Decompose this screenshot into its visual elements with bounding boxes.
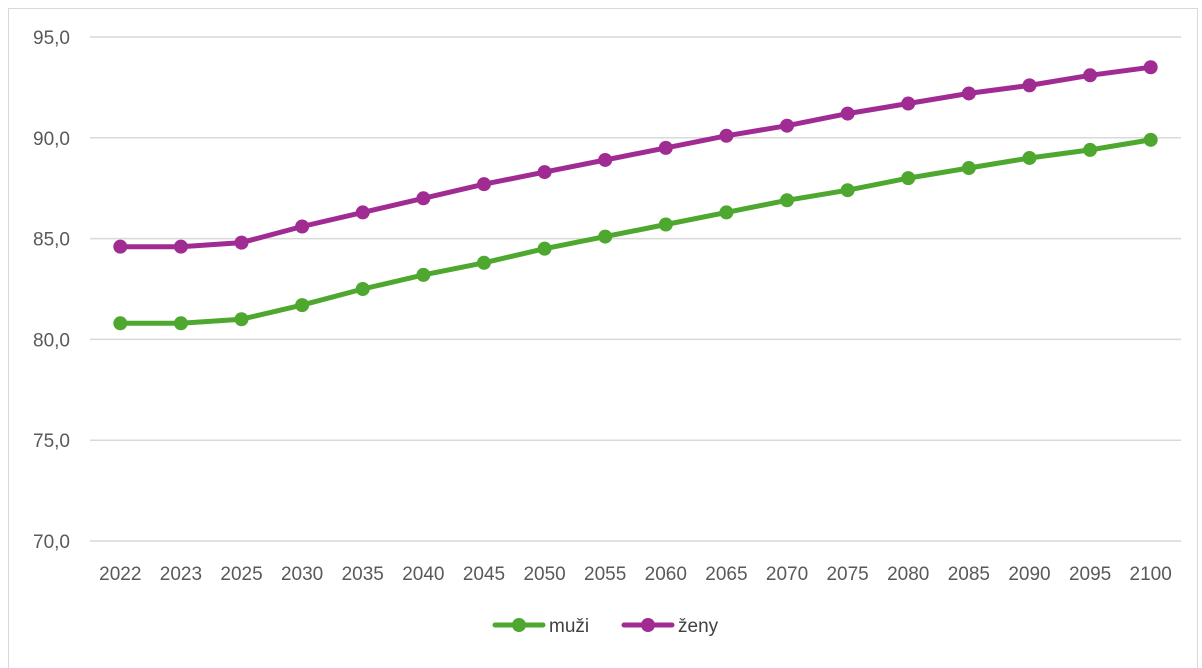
y-tick-label: 80,0 — [33, 330, 70, 351]
data-point — [598, 229, 613, 244]
data-point — [598, 152, 613, 167]
x-tick-label: 2060 — [645, 564, 687, 585]
data-point — [295, 219, 310, 234]
x-tick-label: 2035 — [342, 564, 384, 585]
y-tick-label: 70,0 — [33, 532, 70, 553]
data-point — [1022, 150, 1037, 165]
data-point — [901, 171, 916, 186]
data-point — [113, 239, 128, 254]
x-tick-label: 2055 — [584, 564, 626, 585]
x-tick-label: 2050 — [523, 564, 565, 585]
x-tick-label: 2075 — [826, 564, 868, 585]
x-tick-label: 2022 — [99, 564, 141, 585]
data-point — [961, 161, 976, 176]
data-point — [719, 205, 734, 220]
x-axis-ticks: 2022 2023 2025 2030 2035 2040 2045 2050 2055 2060… — [99, 564, 1172, 585]
gridlines — [90, 36, 1181, 542]
x-tick-label: 2085 — [948, 564, 990, 585]
x-tick-label: 2023 — [160, 564, 202, 585]
x-tick-label: 2095 — [1069, 564, 1111, 585]
data-point — [234, 312, 249, 327]
data-point — [1143, 60, 1158, 75]
x-tick-label: 2030 — [281, 564, 323, 585]
data-point — [1022, 78, 1037, 93]
series-group — [113, 60, 1158, 331]
legend-swatch-marker — [512, 618, 526, 632]
x-tick-label: 2090 — [1008, 564, 1050, 585]
series-line-0 — [117, 137, 1154, 326]
y-tick-label: 90,0 — [33, 129, 70, 150]
data-point — [416, 267, 431, 282]
data-point — [537, 165, 552, 180]
data-point — [840, 183, 855, 198]
data-point — [658, 217, 673, 232]
data-point — [961, 86, 976, 101]
y-tick-label: 95,0 — [33, 28, 70, 49]
legend-label: muži — [549, 616, 589, 637]
data-point — [901, 96, 916, 111]
data-point — [476, 255, 491, 270]
data-point — [295, 298, 310, 313]
data-point — [355, 282, 370, 296]
data-point — [355, 205, 370, 220]
y-tick-label: 75,0 — [33, 431, 70, 452]
data-point — [780, 193, 795, 208]
y-tick-label: 85,0 — [33, 230, 70, 251]
x-tick-label: 2100 — [1130, 564, 1172, 585]
data-point — [840, 106, 855, 121]
data-point — [537, 241, 552, 256]
data-point — [476, 177, 491, 192]
x-tick-label: 2070 — [766, 564, 808, 585]
x-tick-label: 2025 — [220, 564, 262, 585]
x-tick-label: 2080 — [887, 564, 929, 585]
legend: muži ženy — [492, 616, 719, 637]
series-line-1 — [117, 64, 1154, 250]
data-point — [780, 118, 795, 133]
data-point — [658, 140, 673, 155]
data-point — [1143, 132, 1158, 147]
data-point — [234, 235, 249, 250]
chart-frame — [8, 8, 1198, 668]
y-axis-ticks: 70,0 75,0 80,0 85,0 90,0 95,0 — [33, 28, 70, 553]
data-point — [719, 128, 734, 143]
x-tick-label: 2065 — [705, 564, 747, 585]
x-tick-label: 2040 — [402, 564, 444, 585]
legend-label: ženy — [678, 616, 719, 637]
data-point — [173, 239, 188, 254]
data-point — [113, 316, 128, 331]
data-point — [1083, 68, 1098, 83]
data-point — [1083, 142, 1098, 157]
x-tick-label: 2045 — [463, 564, 505, 585]
data-point — [416, 191, 431, 206]
legend-swatch-marker — [641, 618, 655, 632]
data-point — [173, 316, 188, 331]
